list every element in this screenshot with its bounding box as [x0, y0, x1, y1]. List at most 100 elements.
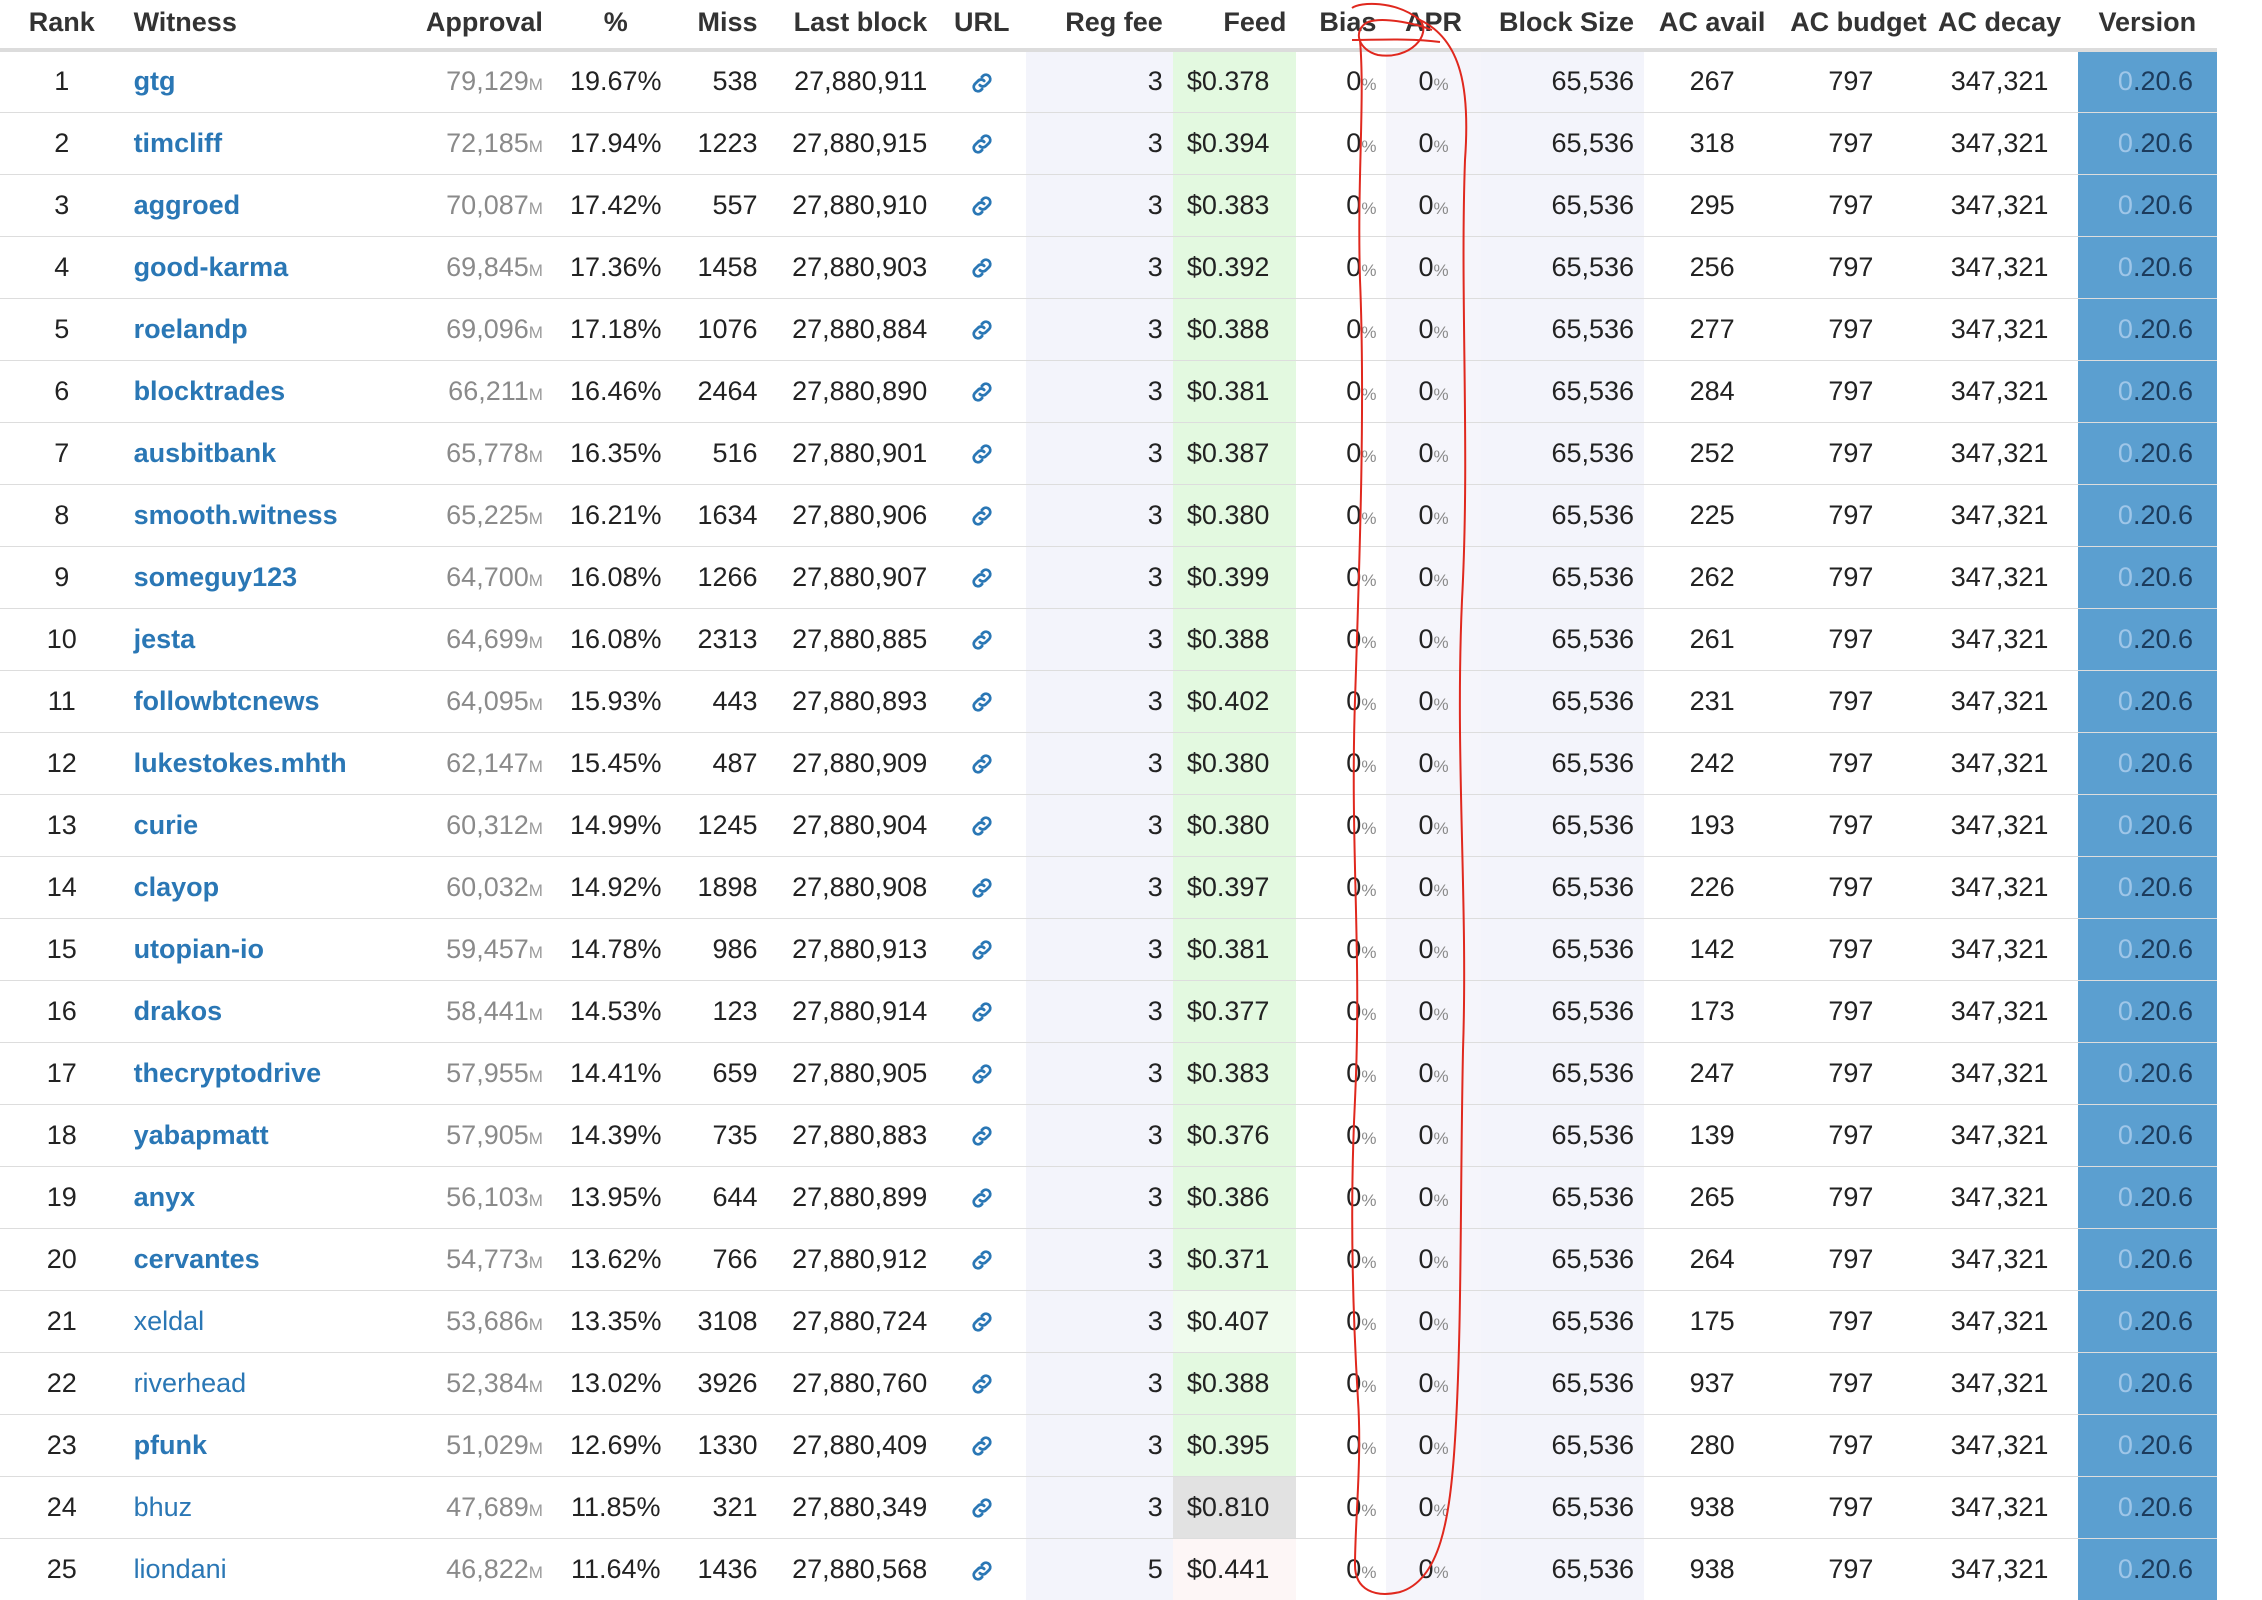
witness-link[interactable]: roelandp	[133, 313, 248, 344]
header-ac-avail[interactable]: AC avail	[1658, 7, 1766, 37]
block-size-cell: 65,536	[1480, 855, 1645, 918]
witness-link[interactable]: clayop	[133, 871, 220, 902]
header-witness[interactable]: Witness	[133, 7, 237, 37]
link-icon[interactable]	[969, 190, 995, 220]
percent-cell: 11.85%	[552, 1475, 679, 1538]
block-size-value: 65,536	[1551, 871, 1635, 902]
miss-cell: 1330	[678, 1413, 768, 1476]
witness-link[interactable]: curie	[133, 809, 199, 840]
header-bias[interactable]: Bias	[1319, 7, 1377, 37]
bias-value: 0	[1346, 499, 1362, 530]
header-rank[interactable]: Rank	[28, 7, 95, 37]
witness-link[interactable]: yabapmatt	[133, 1119, 269, 1150]
witness-link[interactable]: blocktrades	[133, 375, 286, 406]
witness-link[interactable]: gtg	[133, 66, 176, 97]
witness-link[interactable]: riverhead	[133, 1367, 247, 1398]
rank-value: 1	[54, 66, 70, 97]
block-size-value: 65,536	[1551, 747, 1635, 778]
witness-link[interactable]: aggroed	[133, 189, 241, 220]
witness-link[interactable]: thecryptodrive	[133, 1057, 322, 1088]
witness-link[interactable]: utopian-io	[133, 933, 265, 964]
table-row: 9 someguy123 64,700M 16.08% 1266 27,880,…	[0, 545, 2217, 608]
ac-decay-cell: 347,321	[1921, 111, 2078, 174]
witness-link[interactable]: liondani	[133, 1553, 227, 1584]
block-size-cell: 65,536	[1480, 1537, 1645, 1600]
witness-link[interactable]: good-karma	[133, 251, 289, 282]
link-icon[interactable]	[969, 252, 995, 282]
ac-avail-value: 938	[1689, 1553, 1735, 1584]
header-approval[interactable]: Approval	[425, 7, 543, 37]
witness-link[interactable]: bhuz	[133, 1491, 193, 1522]
feed-cell: $0.380	[1172, 483, 1297, 546]
version-cell: 0.20.6	[2077, 669, 2217, 732]
reg-fee-value: 3	[1147, 1181, 1163, 1212]
link-icon[interactable]	[969, 562, 995, 592]
link-icon[interactable]	[969, 996, 995, 1026]
last-block-value: 27,880,901	[792, 437, 928, 468]
witness-link[interactable]: pfunk	[133, 1429, 208, 1460]
miss-value: 659	[712, 1057, 758, 1088]
link-icon[interactable]	[969, 934, 995, 964]
ac-avail-value: 231	[1689, 685, 1735, 716]
link-icon[interactable]	[969, 624, 995, 654]
approval-value: 64,700	[446, 561, 529, 592]
bias-cell: 0%	[1296, 855, 1387, 918]
header-miss[interactable]: Miss	[697, 7, 758, 37]
ac-decay-value: 347,321	[1950, 1367, 2049, 1398]
version-rest: .20.6	[2132, 747, 2193, 778]
link-icon[interactable]	[969, 438, 995, 468]
witness-cell: jesta	[123, 607, 407, 670]
witness-link[interactable]: timcliff	[133, 127, 223, 158]
link-icon[interactable]	[969, 1306, 995, 1336]
bias-unit: %	[1361, 198, 1377, 218]
link-icon[interactable]	[969, 314, 995, 344]
witness-link[interactable]: anyx	[133, 1181, 196, 1212]
link-icon[interactable]	[969, 128, 995, 158]
header-apr[interactable]: APR	[1405, 7, 1463, 37]
witness-link[interactable]: xeldal	[133, 1305, 205, 1336]
last-block-value: 27,880,724	[792, 1305, 928, 1336]
link-icon[interactable]	[969, 376, 995, 406]
header-url[interactable]: URL	[953, 7, 1010, 37]
block-size-cell: 65,536	[1480, 1351, 1645, 1414]
link-icon[interactable]	[969, 872, 995, 902]
link-icon[interactable]	[969, 1120, 995, 1150]
link-icon[interactable]	[969, 1430, 995, 1460]
ac-decay-value: 347,321	[1950, 1057, 2049, 1088]
link-icon[interactable]	[969, 500, 995, 530]
witness-link[interactable]: smooth.witness	[133, 499, 338, 530]
header-percent[interactable]: %	[603, 7, 628, 37]
link-icon[interactable]	[969, 686, 995, 716]
version-cell: 0.20.6	[2077, 1351, 2217, 1414]
link-icon[interactable]	[969, 748, 995, 778]
link-icon[interactable]	[969, 1244, 995, 1274]
header-block-size[interactable]: Block Size	[1498, 7, 1635, 37]
ac-avail-cell: 280	[1644, 1413, 1781, 1476]
link-icon[interactable]	[969, 1058, 995, 1088]
link-icon[interactable]	[969, 1182, 995, 1212]
link-icon[interactable]	[969, 1492, 995, 1522]
witness-cell: clayop	[123, 855, 407, 918]
apr-value: 0	[1418, 747, 1434, 778]
witness-link[interactable]: ausbitbank	[133, 437, 277, 468]
witness-link[interactable]: drakos	[133, 995, 223, 1026]
witness-link[interactable]: jesta	[133, 623, 196, 654]
bias-unit: %	[1361, 1252, 1377, 1272]
link-icon[interactable]	[969, 1368, 995, 1398]
header-reg-fee[interactable]: Reg fee	[1065, 7, 1163, 37]
version-rest: .20.6	[2132, 871, 2193, 902]
link-icon[interactable]	[969, 810, 995, 840]
header-feed[interactable]: Feed	[1223, 7, 1287, 37]
witness-link[interactable]: cervantes	[133, 1243, 260, 1274]
header-last-block[interactable]: Last block	[793, 7, 928, 37]
header-ac-budget[interactable]: AC budget	[1790, 7, 1927, 37]
witness-link[interactable]: followbtcnews	[133, 685, 320, 716]
header-ac-decay[interactable]: AC decay	[1938, 7, 2062, 37]
reg-fee-value: 3	[1147, 66, 1163, 97]
link-icon[interactable]	[969, 1554, 995, 1584]
witness-link[interactable]: someguy123	[133, 561, 298, 592]
link-icon[interactable]	[969, 66, 995, 96]
bias-cell: 0%	[1296, 173, 1387, 236]
header-version[interactable]: Version	[2098, 7, 2197, 37]
witness-link[interactable]: lukestokes.mhth	[133, 747, 347, 778]
